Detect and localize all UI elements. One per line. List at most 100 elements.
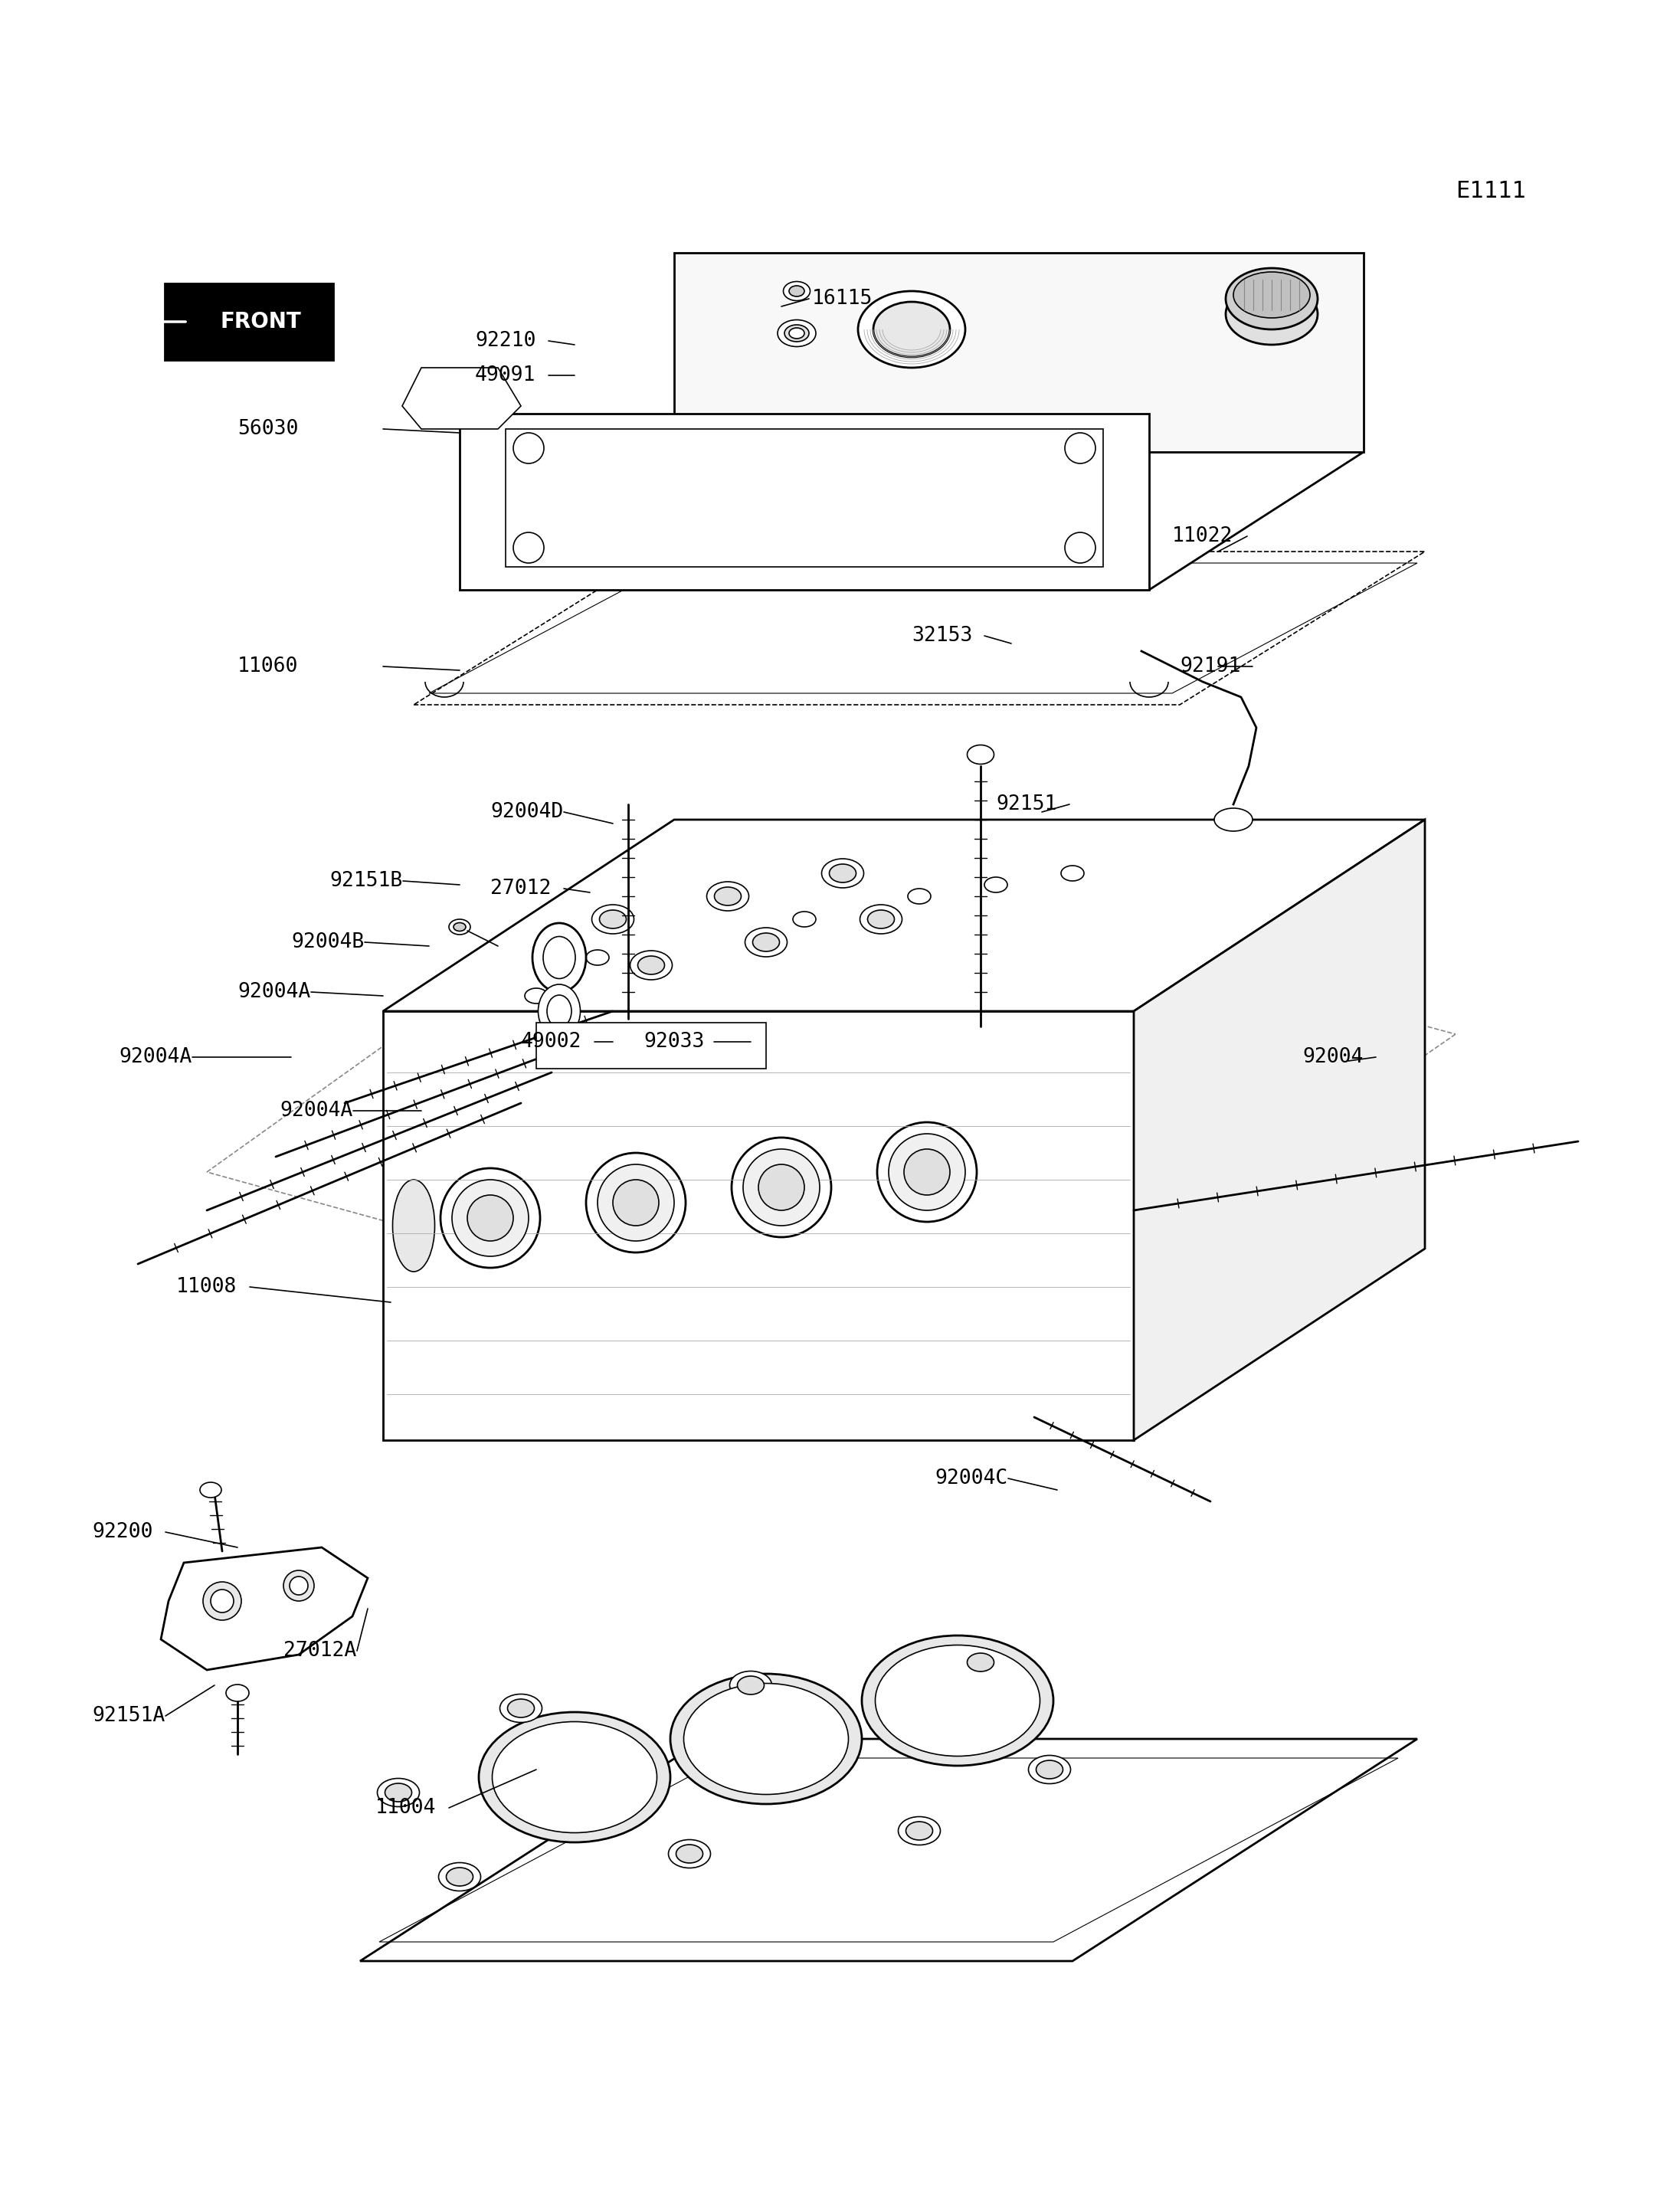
- Ellipse shape: [289, 1577, 307, 1595]
- Ellipse shape: [783, 281, 810, 301]
- Polygon shape: [161, 1547, 368, 1670]
- Ellipse shape: [200, 1483, 222, 1498]
- Circle shape: [1065, 532, 1095, 562]
- Polygon shape: [383, 819, 1425, 1011]
- Ellipse shape: [778, 321, 816, 347]
- Text: 92151B: 92151B: [329, 870, 403, 892]
- Ellipse shape: [533, 923, 586, 993]
- Text: 92151: 92151: [996, 795, 1057, 815]
- Ellipse shape: [899, 1817, 941, 1845]
- Circle shape: [467, 1195, 514, 1241]
- Circle shape: [731, 1138, 832, 1237]
- Ellipse shape: [744, 927, 788, 956]
- Ellipse shape: [753, 934, 780, 951]
- Polygon shape: [536, 1022, 766, 1068]
- Polygon shape: [383, 1011, 1134, 1441]
- Ellipse shape: [860, 905, 902, 934]
- Ellipse shape: [867, 910, 894, 929]
- Ellipse shape: [385, 1784, 412, 1802]
- Ellipse shape: [785, 325, 810, 343]
- Ellipse shape: [538, 984, 580, 1037]
- Ellipse shape: [906, 1821, 932, 1841]
- Circle shape: [743, 1149, 820, 1226]
- Text: 92210: 92210: [475, 332, 536, 352]
- Circle shape: [1065, 433, 1095, 464]
- Circle shape: [904, 1149, 949, 1195]
- Ellipse shape: [968, 1652, 995, 1672]
- Text: 92004A: 92004A: [119, 1048, 192, 1068]
- Polygon shape: [674, 253, 1364, 453]
- Text: 49091: 49091: [475, 365, 536, 384]
- Ellipse shape: [492, 1722, 657, 1832]
- Text: 27012: 27012: [491, 879, 551, 899]
- Text: 92151A: 92151A: [92, 1705, 165, 1727]
- Ellipse shape: [714, 888, 741, 905]
- Ellipse shape: [454, 923, 465, 932]
- Text: 92033: 92033: [643, 1033, 704, 1052]
- Ellipse shape: [1062, 866, 1084, 881]
- Circle shape: [613, 1180, 659, 1226]
- Ellipse shape: [822, 859, 864, 888]
- Polygon shape: [506, 428, 1104, 567]
- Ellipse shape: [1028, 1755, 1070, 1784]
- Ellipse shape: [507, 1698, 534, 1718]
- Text: 92004B: 92004B: [291, 932, 365, 951]
- Text: 16115: 16115: [811, 288, 874, 310]
- Text: FRONT: FRONT: [220, 312, 301, 332]
- Ellipse shape: [984, 877, 1008, 892]
- Circle shape: [586, 1153, 685, 1252]
- Ellipse shape: [447, 1867, 474, 1885]
- Circle shape: [877, 1123, 976, 1222]
- Ellipse shape: [600, 910, 627, 929]
- Circle shape: [652, 918, 958, 1226]
- Text: 11060: 11060: [237, 657, 299, 677]
- Ellipse shape: [438, 1863, 480, 1892]
- Ellipse shape: [378, 1777, 420, 1806]
- Ellipse shape: [790, 327, 805, 338]
- Text: 27012A: 27012A: [284, 1641, 356, 1661]
- Ellipse shape: [210, 1591, 234, 1613]
- Text: 11008: 11008: [176, 1276, 237, 1296]
- Text: 92200: 92200: [92, 1523, 153, 1542]
- Text: 92004C: 92004C: [934, 1468, 1008, 1487]
- Circle shape: [514, 433, 544, 464]
- Text: 56030: 56030: [237, 420, 299, 439]
- Ellipse shape: [875, 1646, 1040, 1755]
- Ellipse shape: [790, 286, 805, 297]
- Ellipse shape: [830, 863, 857, 883]
- Text: 92004A: 92004A: [237, 982, 311, 1002]
- Ellipse shape: [1215, 808, 1253, 830]
- Text: 92191: 92191: [1179, 657, 1240, 677]
- Ellipse shape: [874, 301, 949, 356]
- Ellipse shape: [501, 1694, 543, 1722]
- Text: 92004A: 92004A: [279, 1101, 353, 1120]
- Polygon shape: [360, 1738, 1418, 1962]
- Ellipse shape: [393, 1180, 435, 1272]
- Polygon shape: [460, 453, 1364, 589]
- Ellipse shape: [586, 949, 610, 964]
- Ellipse shape: [1226, 283, 1317, 345]
- Ellipse shape: [1233, 272, 1310, 319]
- Ellipse shape: [670, 1674, 862, 1804]
- Ellipse shape: [449, 918, 470, 934]
- Ellipse shape: [638, 956, 665, 975]
- Text: OEM
MOTORPARTS: OEM MOTORPARTS: [865, 1057, 1095, 1118]
- Text: 49002: 49002: [521, 1033, 581, 1052]
- Polygon shape: [460, 413, 1149, 589]
- Circle shape: [758, 1164, 805, 1211]
- Text: 11004: 11004: [375, 1797, 437, 1817]
- Ellipse shape: [738, 1676, 764, 1694]
- Ellipse shape: [907, 888, 931, 903]
- Polygon shape: [1134, 819, 1425, 1441]
- Polygon shape: [413, 551, 1425, 705]
- Text: 32153: 32153: [912, 626, 973, 646]
- Text: E1111: E1111: [1455, 180, 1525, 202]
- Text: 92004D: 92004D: [491, 802, 563, 822]
- Ellipse shape: [1037, 1760, 1063, 1780]
- Circle shape: [889, 1134, 966, 1211]
- Ellipse shape: [203, 1582, 242, 1619]
- Ellipse shape: [227, 1685, 249, 1700]
- Ellipse shape: [284, 1571, 314, 1602]
- Ellipse shape: [479, 1711, 670, 1843]
- Circle shape: [514, 532, 544, 562]
